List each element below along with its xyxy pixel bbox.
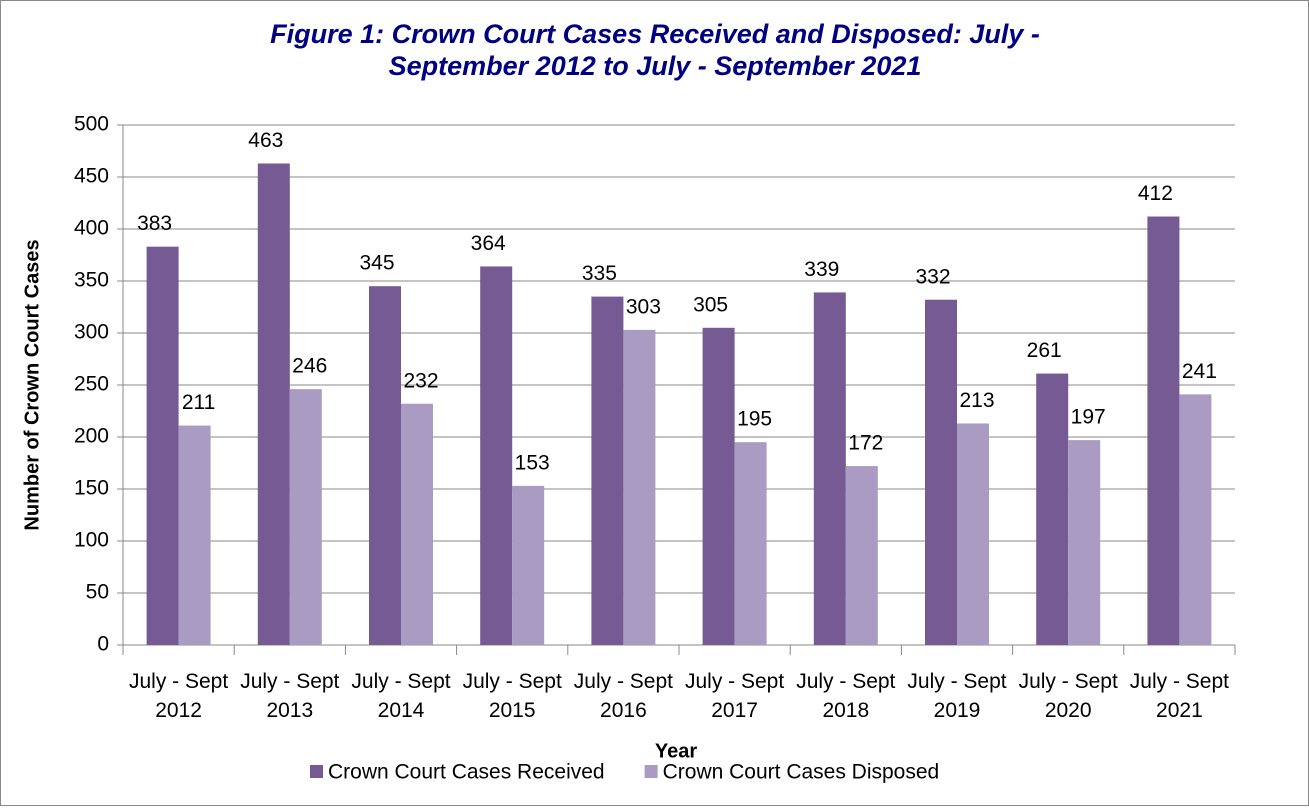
bar <box>257 163 290 646</box>
x-tick-label: July - Sept 2014 <box>351 670 451 722</box>
x-tick-label: July - Sept 2020 <box>1018 670 1118 722</box>
bar <box>146 246 179 645</box>
data-label: 197 <box>1071 406 1106 429</box>
bar <box>925 299 957 645</box>
data-label: 211 <box>182 391 215 414</box>
bar <box>845 466 878 645</box>
bar <box>289 389 322 645</box>
bar <box>702 327 735 645</box>
data-label: 232 <box>403 369 438 392</box>
x-tick-label: July - Sept 2012 <box>128 670 229 722</box>
data-label: 383 <box>137 212 172 235</box>
chart-title: Figure 1: Crown Court Cases Received and… <box>270 19 1040 81</box>
data-label: 303 <box>626 295 661 318</box>
x-tick-label: July - Sept 2013 <box>240 670 340 722</box>
y-tick-label: 100 <box>74 529 109 552</box>
bar <box>1068 440 1101 645</box>
x-tick-label: July - Sept 2019 <box>907 670 1007 722</box>
data-label: 335 <box>582 262 617 285</box>
y-tick-label: 150 <box>74 477 109 500</box>
y-tick-label: 250 <box>74 373 109 396</box>
legend-swatch <box>310 765 323 778</box>
data-label: 305 <box>693 293 728 316</box>
y-tick-label: 400 <box>74 217 109 240</box>
bar <box>1036 373 1069 645</box>
bar <box>512 485 545 645</box>
data-label: 153 <box>515 451 550 474</box>
y-tick-label: 200 <box>74 425 109 448</box>
data-label: 364 <box>471 232 506 255</box>
bar <box>178 425 211 645</box>
bar <box>623 329 656 645</box>
bar <box>369 286 401 645</box>
data-label: 172 <box>848 432 883 455</box>
x-tick-label: July - Sept 2018 <box>796 670 896 722</box>
title-box: Figure 1: Crown Court Cases Received and… <box>270 19 1040 81</box>
x-tick-label: July - Sept 2015 <box>462 670 562 722</box>
x-tick-label: July - Sept 2016 <box>573 670 673 722</box>
bar <box>957 423 989 645</box>
x-tick-label: July - Sept 2017 <box>684 670 785 722</box>
data-label: 261 <box>1027 339 1062 362</box>
y-tick-label: 300 <box>74 321 109 344</box>
y-tick-label: 500 <box>74 113 109 136</box>
x-tick-label: July - Sept 2021 <box>1129 670 1229 722</box>
bar <box>591 296 624 645</box>
data-label: 345 <box>359 252 394 275</box>
bar <box>813 292 846 645</box>
data-label: 339 <box>804 258 839 281</box>
bar <box>1179 394 1212 645</box>
bar <box>1147 216 1180 645</box>
data-label: 195 <box>737 408 772 431</box>
legend-label: Crown Court Cases Disposed <box>663 761 940 784</box>
y-tick-label: 0 <box>97 633 109 656</box>
bar <box>401 403 433 645</box>
data-label: 332 <box>915 265 950 288</box>
y-tick-label: 450 <box>74 165 109 188</box>
y-tick-label: 50 <box>86 581 109 604</box>
bar <box>734 442 767 645</box>
y-tick-label: 350 <box>74 269 109 292</box>
data-label: 463 <box>248 129 283 152</box>
y-axis-label: Number of Crown Court Cases <box>21 239 43 530</box>
x-axis-label: Year <box>655 740 697 762</box>
legend-swatch <box>644 765 658 778</box>
data-label: 412 <box>1138 182 1173 205</box>
bar <box>480 266 513 645</box>
data-label: 213 <box>959 389 994 412</box>
data-label: 246 <box>292 355 327 378</box>
legend-label: Crown Court Cases Received <box>328 761 605 784</box>
data-label: 241 <box>1182 360 1217 383</box>
